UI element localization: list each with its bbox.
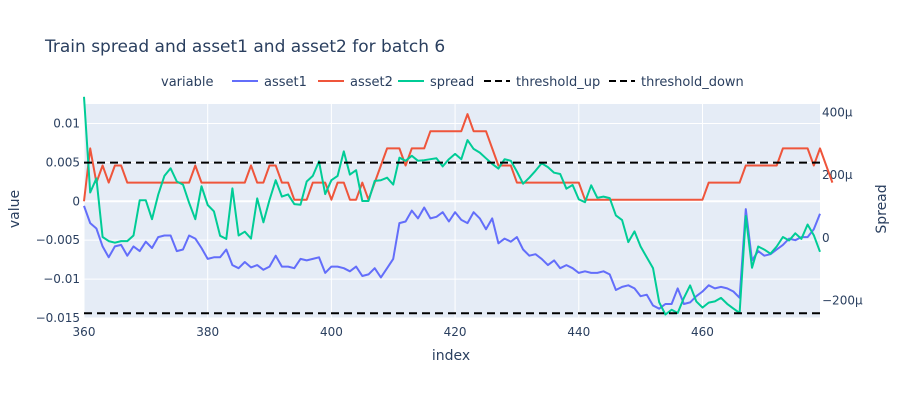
series-line-asset2[interactable] — [83, 113, 834, 202]
y2-axis-label: Spread — [874, 184, 890, 233]
y-tick-label: 0.01 — [53, 116, 80, 130]
y-tick-label: −0.005 — [36, 233, 80, 247]
series-lines[interactable] — [83, 96, 834, 316]
legend-item-label[interactable]: asset2 — [350, 75, 393, 90]
legend-title: variable — [161, 75, 213, 90]
legend-item-label[interactable]: threshold_down — [641, 75, 744, 90]
plot-area[interactable] — [84, 104, 820, 318]
y2-tick-label: −200μ — [822, 294, 863, 308]
gridlines — [83, 104, 820, 319]
series-line-spread[interactable] — [83, 96, 821, 316]
series-line-asset1[interactable] — [83, 205, 821, 310]
x-tick-label: 380 — [196, 325, 219, 339]
y2-tick-label: 400μ — [822, 105, 853, 119]
x-axis-label: index — [432, 348, 470, 364]
y-tick-label: 0.005 — [46, 155, 80, 169]
y-tick-label: −0.01 — [43, 272, 80, 286]
y-tick-label: 0 — [72, 194, 80, 208]
legend-item-label[interactable]: threshold_up — [516, 75, 600, 90]
x-tick-label: 400 — [320, 325, 343, 339]
y2-tick-label: 0 — [822, 231, 830, 245]
tick-labels: 360 380 400 420 440 460 0.01 0.005 0 −0.005 −0.01 −… — [36, 105, 863, 339]
legend[interactable]: variable asset1 asset2 spread threshold_up t… — [161, 75, 744, 90]
x-tick-label: 440 — [567, 325, 590, 339]
y-tick-label: −0.015 — [36, 311, 80, 325]
chart-title: Train spread and asset1 and asset2 for b… — [44, 37, 445, 57]
y-axis-label: value — [7, 190, 23, 228]
legend-item-label[interactable]: asset1 — [264, 75, 307, 90]
x-tick-label: 360 — [73, 325, 96, 339]
x-tick-label: 460 — [691, 325, 714, 339]
legend-item-label[interactable]: spread — [430, 75, 474, 90]
x-tick-label: 420 — [444, 325, 467, 339]
y2-tick-label: 200μ — [822, 168, 853, 182]
